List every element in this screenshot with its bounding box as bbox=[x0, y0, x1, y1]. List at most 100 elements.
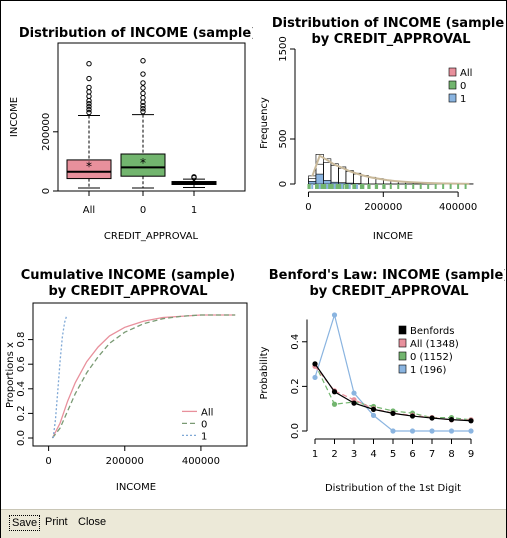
x-tick-label: 200000 bbox=[364, 202, 402, 213]
chart-subtitle: by CREDIT_APPROVAL bbox=[311, 32, 470, 47]
benford-point bbox=[331, 312, 338, 318]
box-outlier bbox=[86, 61, 92, 67]
cdf-line bbox=[51, 314, 236, 439]
print-button[interactable]: Print bbox=[45, 516, 68, 528]
box-outlier bbox=[86, 93, 92, 99]
x-tick-label: 3 bbox=[351, 449, 357, 460]
benford-point bbox=[409, 428, 416, 434]
legend-swatch bbox=[448, 93, 457, 103]
box-outlier bbox=[140, 90, 146, 97]
hist-bar-one bbox=[315, 173, 324, 185]
legend-label: Benfords bbox=[410, 326, 454, 337]
y-axis-label: Probability bbox=[259, 346, 270, 399]
legend-label: All bbox=[460, 68, 472, 79]
y-tick-label: 0.0 bbox=[16, 430, 27, 446]
x-tick-label: 8 bbox=[448, 449, 454, 460]
chart-title: Distribution of INCOME (sample) bbox=[272, 16, 505, 31]
x-tick-label: 6 bbox=[409, 449, 415, 460]
chart-subtitle: by CREDIT_APPROVAL bbox=[48, 284, 207, 299]
x-axis-label: INCOME bbox=[373, 231, 413, 242]
x-axis-label: INCOME bbox=[116, 482, 156, 493]
x-tick-label: 1 bbox=[191, 205, 197, 216]
box-outlier bbox=[140, 80, 146, 86]
hist-bar-one bbox=[338, 182, 347, 185]
y-tick-label: 1500 bbox=[278, 36, 289, 61]
benford-point bbox=[312, 374, 318, 381]
benford-point bbox=[331, 401, 338, 407]
box-iqr bbox=[120, 153, 166, 177]
legend-label: 1 bbox=[460, 94, 466, 105]
benford-point bbox=[370, 412, 377, 418]
histogram-panel: Distribution of INCOME (sample) by CREDIT… bbox=[253, 1, 507, 253]
plot-frame bbox=[57, 42, 246, 192]
box-outlier bbox=[86, 100, 92, 107]
box-outlier bbox=[140, 58, 146, 64]
benford-point bbox=[448, 417, 455, 423]
benford-point bbox=[331, 389, 338, 395]
box-outlier bbox=[86, 89, 92, 95]
chart-subtitle: by CREDIT_APPROVAL bbox=[309, 284, 468, 299]
y-tick-label: 0.4 bbox=[16, 381, 27, 397]
legend-label: 0 (1152) bbox=[410, 352, 453, 363]
x-tick-label: 9 bbox=[468, 449, 474, 460]
benford-point bbox=[409, 413, 416, 419]
box-outlier bbox=[86, 106, 92, 113]
legend-swatch bbox=[398, 364, 407, 374]
legend-label: All (1348) bbox=[410, 339, 459, 350]
x-axis-label: CREDIT_APPROVAL bbox=[104, 231, 199, 242]
box-iqr bbox=[66, 159, 112, 180]
boxplot-panel: Distribution of INCOME (sample) 0 200000 Al… bbox=[1, 1, 257, 253]
plot-frame bbox=[32, 302, 248, 447]
x-tick-label: 4 bbox=[370, 449, 376, 460]
benford-chart: Benford's Law: INCOME (sample)by CREDIT_… bbox=[259, 268, 507, 494]
benford-point bbox=[390, 410, 396, 416]
cumulative-chart: Cumulative INCOME (sample)by CREDIT_APPR… bbox=[5, 268, 248, 493]
box-outlier bbox=[140, 103, 146, 109]
x-axis-label: Distribution of the 1st Digit bbox=[325, 483, 461, 494]
benford-point bbox=[312, 361, 318, 367]
y-tick-label: 0.2 bbox=[16, 405, 27, 421]
y-tick-label: 0.2 bbox=[290, 378, 301, 394]
cumulative-panel: Cumulative INCOME (sample) by CREDIT_APPR… bbox=[1, 253, 253, 505]
x-tick-label: 400000 bbox=[439, 202, 477, 213]
legend-label: 0 bbox=[201, 419, 207, 430]
legend-swatch bbox=[448, 67, 457, 77]
legend-label: 0 bbox=[460, 81, 466, 92]
cdf-line bbox=[51, 314, 236, 439]
box-outlier bbox=[140, 95, 146, 101]
y-axis-label: Proportions x bbox=[5, 342, 16, 408]
benford-point bbox=[390, 428, 396, 434]
y-tick-label: 0.4 bbox=[290, 334, 301, 350]
legend-swatch bbox=[398, 338, 407, 348]
benford-point bbox=[351, 400, 357, 406]
cdf-line bbox=[52, 314, 68, 439]
box-outlier bbox=[86, 75, 92, 82]
y-axis-label: INCOME bbox=[9, 97, 20, 137]
box-outlier bbox=[140, 106, 146, 112]
chart-title: Distribution of INCOME (sample) bbox=[19, 26, 253, 41]
x-tick-label: 400000 bbox=[182, 456, 220, 467]
box-outlier bbox=[140, 108, 146, 115]
y-tick-label: 200000 bbox=[41, 113, 52, 151]
boxplot-chart: Distribution of INCOME (sample) 0 200000 Al… bbox=[9, 26, 257, 242]
benford-point bbox=[351, 390, 357, 396]
y-axis-label: Frequency bbox=[259, 97, 270, 149]
benford-panel: Benford's Law: INCOME (sample) by CREDIT_… bbox=[253, 253, 507, 505]
benford-point bbox=[370, 406, 377, 412]
y-tick-label: 0.8 bbox=[16, 332, 27, 348]
y-tick-label: 0 bbox=[41, 188, 52, 194]
close-button[interactable]: Close bbox=[78, 516, 107, 528]
save-button[interactable]: Save bbox=[9, 515, 41, 531]
hist-bar-one bbox=[345, 182, 354, 185]
hist-bar-one bbox=[330, 181, 339, 185]
legend-label: 1 bbox=[201, 431, 207, 442]
chart-title: Cumulative INCOME (sample) bbox=[21, 268, 235, 283]
x-tick-label: 0 bbox=[140, 205, 146, 216]
box-mean-marker: * bbox=[140, 156, 146, 170]
legend-swatch bbox=[398, 325, 407, 335]
hist-bar-one bbox=[308, 181, 317, 185]
y-tick-label: 500 bbox=[278, 129, 289, 148]
chart-title: Benford's Law: INCOME (sample) bbox=[269, 268, 505, 283]
box-outlier bbox=[140, 71, 146, 77]
